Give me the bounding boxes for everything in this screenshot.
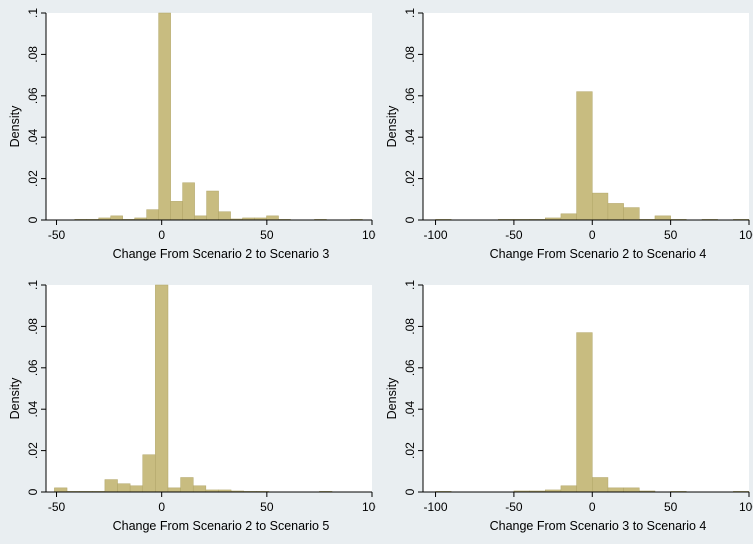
histogram-bar: [192, 485, 207, 493]
histogram-bar: [623, 207, 640, 221]
histogram-panel-scenario-2-to-5: 0 .02 .04 .06 .08 .1 -50 0 50 100 Change From Scen…: [0, 272, 376, 544]
x-tick-label: -100: [424, 228, 448, 242]
plot-area: [46, 13, 372, 220]
histogram-bar: [110, 215, 123, 221]
y-tick-label: .1: [403, 8, 417, 18]
x-tick-label: 100: [362, 228, 376, 242]
histogram-bar: [158, 12, 171, 221]
histogram-bar: [592, 192, 609, 221]
histogram-bar: [654, 215, 671, 221]
histogram-bar: [194, 215, 207, 221]
y-tick-label: .08: [403, 46, 417, 63]
y-tick-label: 0: [26, 216, 40, 223]
y-tick-label: 0: [26, 488, 40, 495]
y-tick-label: .08: [26, 318, 40, 335]
histogram-panel-scenario-3-to-4: 0 .02 .04 .06 .08 .1 -100 -50 0 50 100 Change From …: [377, 272, 753, 544]
x-tick-label: 50: [664, 228, 678, 242]
x-tick-label: -50: [505, 228, 523, 242]
x-tick-label: 50: [260, 228, 274, 242]
histogram-bar: [560, 485, 577, 493]
histogram-bar: [576, 91, 593, 221]
x-tick-label: 0: [589, 500, 596, 514]
x-tick-label: 0: [158, 500, 165, 514]
y-tick-label: .02: [26, 442, 40, 459]
y-tick-label: .04: [26, 401, 40, 418]
x-tick-label: 100: [739, 500, 753, 514]
y-tick-label: .08: [26, 46, 40, 63]
histogram-panel-scenario-2-to-4: 0 .02 .04 .06 .08 .1 -100 -50 0 50 100 Change From …: [377, 0, 753, 272]
histogram-bar: [623, 487, 640, 493]
histogram-bar: [155, 284, 169, 493]
x-tick-label: -50: [48, 228, 66, 242]
x-tick-label: 100: [362, 500, 376, 514]
histogram-bar: [146, 209, 159, 221]
y-tick-label: .08: [403, 318, 417, 335]
histogram-bar: [576, 332, 593, 493]
y-tick-label: .02: [403, 442, 417, 459]
y-tick-label: .02: [403, 170, 417, 187]
histogram-bar: [167, 487, 181, 493]
y-tick-label: .06: [26, 87, 40, 104]
histogram-bar: [129, 485, 143, 493]
histogram-svg: 0 .02 .04 .06 .08 .1 -100 -50 0 50 100 Change From …: [385, 8, 753, 261]
x-axis-title: Change From Scenario 2 to Scenario 5: [113, 519, 330, 533]
histogram-bar: [104, 479, 118, 493]
histogram-bar: [560, 213, 577, 221]
histogram-bar: [182, 182, 195, 221]
histogram-bar: [607, 203, 624, 221]
x-axis-title: Change From Scenario 3 to Scenario 4: [490, 519, 707, 533]
y-tick-label: .04: [26, 129, 40, 146]
histogram-panel-scenario-2-to-3: 0 .02 .04 .06 .08 .1 -50 0 50 100 Change From Scen…: [0, 0, 376, 272]
y-tick-label: .04: [403, 129, 417, 146]
histogram-bar: [170, 201, 183, 221]
histogram-bar: [218, 211, 231, 221]
x-tick-label: -100: [424, 500, 448, 514]
y-axis-title: Density: [385, 105, 399, 147]
y-axis-title: Density: [8, 105, 22, 147]
histogram-svg: 0 .02 .04 .06 .08 .1 -100 -50 0 50 100 Change From …: [385, 280, 753, 533]
y-tick-label: .06: [403, 359, 417, 376]
histogram-bar: [117, 483, 131, 493]
y-tick-label: .1: [26, 8, 40, 18]
y-tick-label: 0: [403, 216, 417, 223]
y-tick-label: .1: [403, 280, 417, 290]
histogram-bar: [206, 190, 219, 221]
plot-area: [46, 285, 372, 492]
y-tick-label: .02: [26, 170, 40, 187]
histogram-bar: [607, 487, 624, 493]
x-axis-title: Change From Scenario 2 to Scenario 3: [113, 247, 330, 261]
histogram-svg: 0 .02 .04 .06 .08 .1 -50 0 50 100 Change From Scen…: [8, 280, 376, 533]
y-tick-label: .04: [403, 401, 417, 418]
x-tick-label: -50: [48, 500, 66, 514]
x-axis-title: Change From Scenario 2 to Scenario 4: [490, 247, 707, 261]
x-tick-label: 100: [739, 228, 753, 242]
y-axis-title: Density: [385, 377, 399, 419]
x-tick-label: 0: [589, 228, 596, 242]
x-tick-label: 0: [158, 228, 165, 242]
x-tick-label: -50: [505, 500, 523, 514]
x-tick-label: 50: [260, 500, 274, 514]
y-tick-label: 0: [403, 488, 417, 495]
y-tick-label: .06: [403, 87, 417, 104]
histogram-bar: [142, 454, 156, 493]
y-tick-label: .06: [26, 359, 40, 376]
histogram-bar: [180, 477, 194, 493]
x-tick-label: 50: [664, 500, 678, 514]
histogram-bar: [54, 487, 68, 493]
y-axis-title: Density: [8, 377, 22, 419]
histogram-bar: [592, 477, 609, 493]
histogram-bar: [266, 215, 279, 221]
histogram-svg: 0 .02 .04 .06 .08 .1 -50 0 50 100 Change From Scen…: [8, 8, 376, 261]
y-tick-label: .1: [26, 280, 40, 290]
